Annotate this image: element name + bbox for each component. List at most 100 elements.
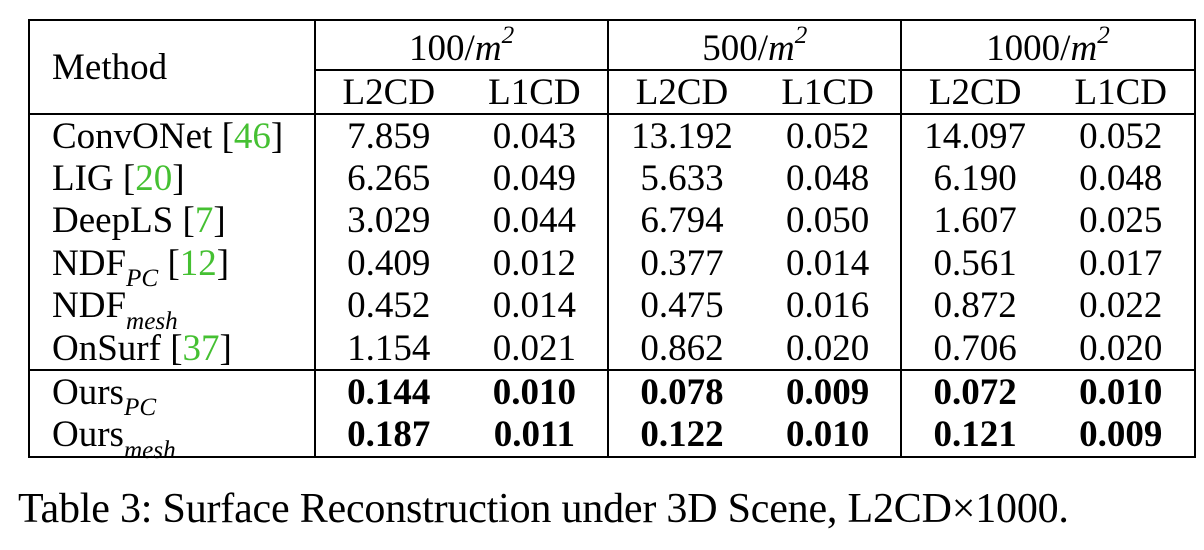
l2cd-value: 3.029 (347, 200, 431, 242)
l2cd-value: 0.475 (640, 285, 724, 327)
method-subscript: PC (123, 394, 157, 422)
l2cd-value: 13.192 (608, 112, 755, 158)
citation-open-bracket: [ (158, 242, 180, 284)
table-row: DeepLS [7] 3.029 0.044 6.794 0.050 1.607 0.025 (29, 199, 1195, 243)
l1cd-value: 0.025 (1079, 200, 1163, 242)
table-caption: Table 3: Surface Reconstruction under 3D… (18, 485, 1202, 533)
l2cd-value: 6.190 (933, 158, 1017, 200)
group-header-1000: 1000/m2 (901, 20, 1194, 70)
l1cd-value: 0.050 (754, 199, 903, 243)
l1cd-value: 0.014 (461, 284, 610, 327)
method-cell: OursPC (29, 369, 316, 421)
l2cd-value: 14.097 (901, 112, 1048, 158)
group-label: 1000/ (986, 28, 1071, 69)
caption-times-symbol: × (951, 486, 976, 532)
l1cd-value: 0.048 (1079, 158, 1163, 200)
l1cd-value: 0.020 (1079, 327, 1163, 369)
l2cd-value: 0.122 (640, 414, 724, 456)
table-row: LIG [20] 6.265 0.049 5.633 0.048 6.190 0.048 (29, 157, 1195, 200)
citation-close-bracket: ] (270, 115, 284, 157)
l2cd-value: 5.633 (640, 158, 724, 200)
l2cd-value: 0.078 (608, 369, 755, 414)
l1cd-value: 0.009 (754, 369, 903, 414)
subheader-l1cd: L1CD (461, 69, 610, 114)
l1cd-value: 0.049 (461, 157, 610, 200)
method-cell: ConvONet [46] (29, 112, 316, 158)
method-name: NDF (52, 285, 127, 327)
citation-link[interactable]: 12 (179, 242, 217, 284)
subheader-l2cd: L2CD (608, 69, 755, 114)
l1cd-value: 0.048 (754, 157, 903, 200)
table-row: NDFPC [12] 0.409 0.012 0.377 0.014 0.561 0.017 (29, 242, 1195, 291)
method-cell: DeepLS [7] (29, 199, 316, 243)
l2cd-value: 0.377 (640, 242, 724, 284)
method-subscript: mesh (126, 307, 178, 335)
l1cd-value: 0.020 (754, 326, 903, 371)
method-name: Ours (52, 372, 124, 414)
method-name: LIG (52, 158, 114, 200)
group-header-500: 500/m2 (608, 20, 903, 70)
l1cd-value: 0.044 (461, 199, 610, 243)
table-row: Oursmesh 0.187 0.011 0.122 0.010 0.121 0.009 (29, 413, 1195, 463)
l1cd-value: 0.009 (1079, 414, 1163, 456)
l1cd-value: 0.043 (461, 112, 610, 158)
citation-open-bracket: [ (113, 158, 136, 200)
group-header-100: 100/m2 (315, 20, 610, 70)
subheader-l1cd: L1CD (754, 69, 903, 114)
unit-exp: 2 (794, 21, 808, 49)
l1cd-value: 0.052 (754, 112, 903, 158)
l2cd-value: 0.706 (933, 327, 1017, 369)
citation-close-bracket: ] (219, 327, 232, 369)
group-header-row: Method 100/m2 500/m2 1000/m2 (29, 20, 1195, 114)
table-row: OursPC 0.144 0.010 0.078 0.009 0.072 0.010 (29, 369, 1195, 421)
l2cd-value: 0.409 (347, 242, 431, 284)
l2cd-value: 0.872 (933, 285, 1017, 327)
citation-link[interactable]: 7 (194, 200, 214, 242)
method-cell: LIG [20] (29, 157, 316, 200)
l2cd-value: 0.121 (933, 414, 1017, 456)
group-label: 100/ (409, 28, 475, 69)
l2cd-value: 0.561 (933, 242, 1017, 284)
l2cd-value: 7.859 (315, 112, 462, 158)
citation-open-bracket: [ (160, 327, 183, 369)
l2cd-value: 0.862 (640, 327, 724, 369)
unit-exp: 2 (1097, 21, 1110, 49)
l1cd-value: 0.014 (754, 242, 903, 285)
unit-var: m (474, 28, 502, 69)
l1cd-value: 0.017 (1079, 242, 1163, 284)
l1cd-value: 0.052 (1047, 112, 1195, 158)
caption-text: Table 3: Surface Reconstruction under 3D… (18, 486, 952, 532)
l1cd-value: 0.021 (461, 326, 610, 371)
l2cd-value: 0.072 (901, 369, 1048, 414)
l1cd-value: 0.011 (461, 413, 610, 458)
method-name: OnSurf (52, 327, 161, 369)
unit-exp: 2 (501, 21, 515, 49)
method-name: NDF (52, 242, 127, 284)
citation-close-bracket: ] (213, 200, 226, 242)
method-header: Method (29, 20, 316, 114)
l2cd-value: 6.265 (347, 158, 431, 200)
l2cd-value: 0.144 (315, 369, 462, 414)
unit-var: m (768, 28, 795, 69)
method-cell: NDFPC [12] (29, 242, 316, 291)
l1cd-value: 0.012 (461, 242, 610, 285)
citation-link[interactable]: 20 (135, 158, 173, 200)
group-label: 500/ (702, 28, 769, 69)
subheader-l1cd: L1CD (1047, 69, 1195, 114)
method-name: DeepLS (52, 200, 174, 242)
citation-link[interactable]: 37 (182, 327, 220, 369)
l2cd-value: 1.154 (347, 327, 431, 369)
method-subscript: mesh (123, 436, 176, 464)
l1cd-value: 0.010 (461, 369, 610, 414)
table-row: ConvONet [46] 7.859 0.043 13.192 0.052 14.097… (29, 112, 1195, 158)
method-name: ConvONet (52, 115, 213, 157)
l1cd-value: 0.010 (754, 413, 903, 458)
table-row: OnSurf [37] 1.154 0.021 0.862 0.020 0.706 0.02… (29, 326, 1195, 371)
method-name: Ours (52, 414, 124, 456)
method-cell: Oursmesh (29, 413, 316, 463)
citation-close-bracket: ] (216, 242, 230, 284)
subheader-l2cd: L2CD (901, 69, 1048, 114)
citation-open-bracket: [ (173, 200, 195, 242)
l1cd-value: 0.022 (1079, 285, 1163, 327)
citation-link[interactable]: 46 (233, 115, 271, 157)
